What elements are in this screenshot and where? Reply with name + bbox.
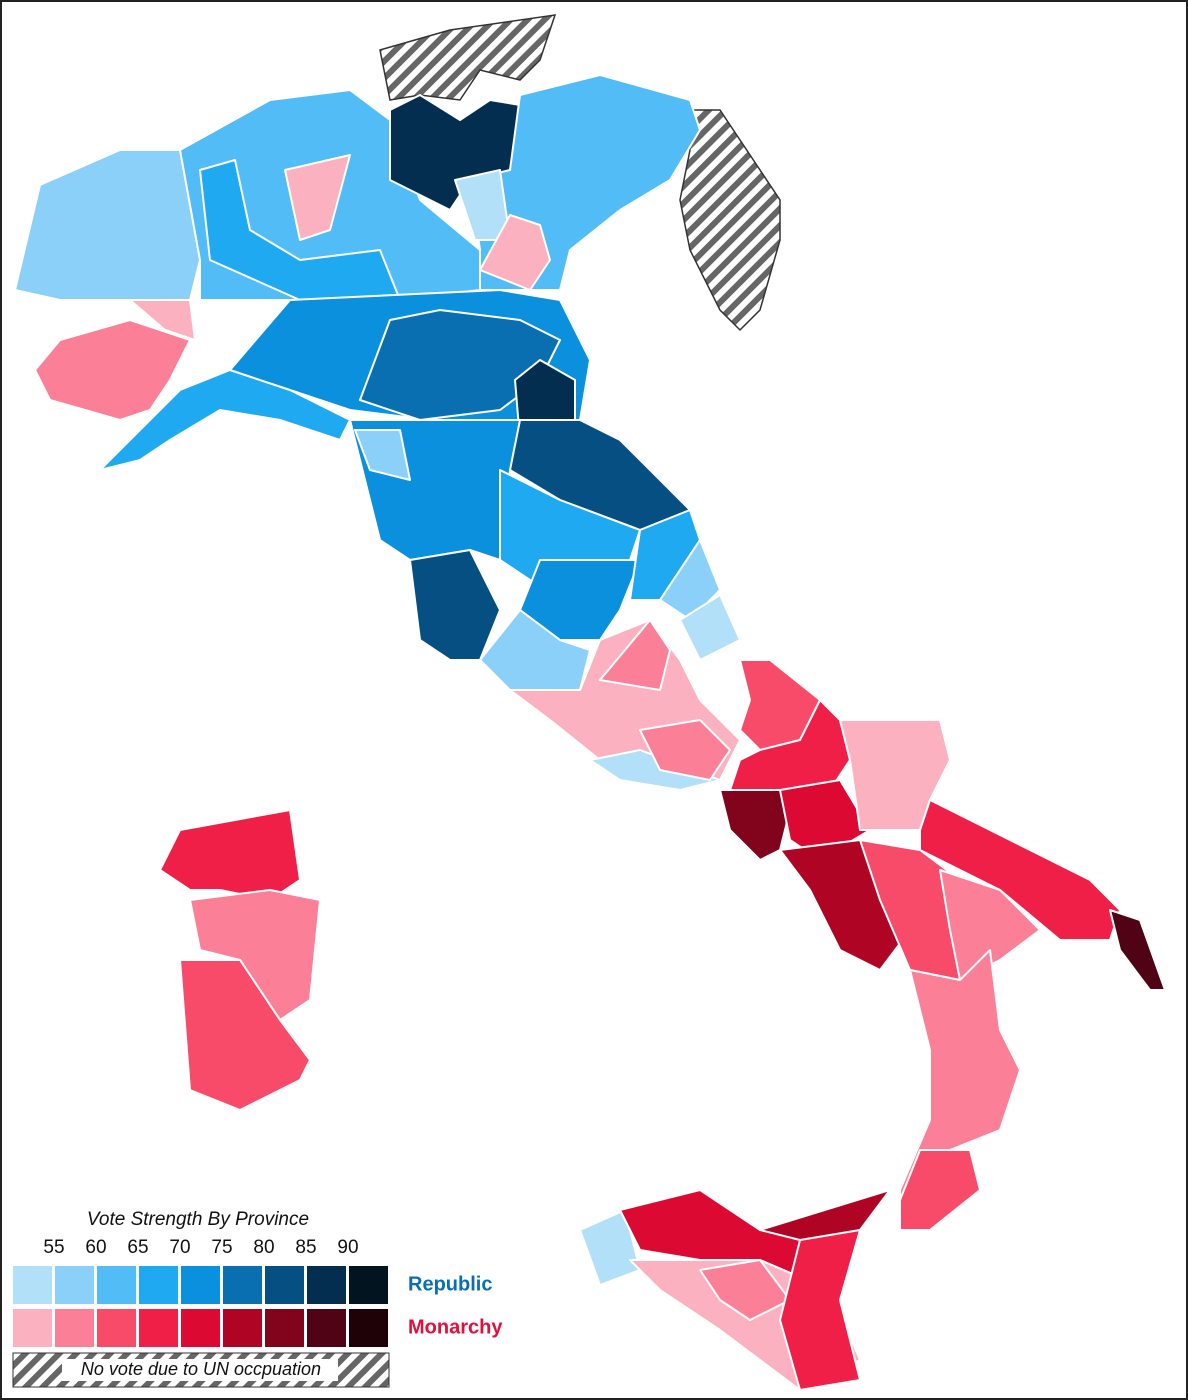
provinces [14,74,1166,1391]
occupied-zone [379,14,781,332]
legend-swatch [307,1266,346,1304]
legend-swatch [223,1266,262,1304]
legend-swatch [223,1309,262,1347]
legend: 55 60 65 70 75 80 85 90 Republic Monarchy No vote … [12,1237,503,1388]
legend-title: Vote Strength By Province [87,1209,309,1230]
legend-tick-label: 80 [253,1237,274,1258]
legend-swatch [181,1309,220,1347]
legend-tick-label: 90 [337,1237,358,1258]
no-vote-label-bg [62,1359,338,1381]
legend-swatch [97,1266,136,1304]
legend-row-label: Republic [408,1273,492,1295]
legend-swatch [97,1309,136,1347]
legend-swatch [139,1266,178,1304]
legend-swatch [307,1309,346,1347]
legend-swatch [265,1266,304,1304]
legend-tick-label: 75 [211,1237,232,1258]
no-vote-label: No vote due to UN occpuation [81,1359,321,1379]
legend-tick-label: 70 [169,1237,190,1258]
legend-swatch [55,1309,94,1347]
legend-swatch [13,1309,52,1347]
legend-swatch [265,1309,304,1347]
legend-swatch [55,1266,94,1304]
legend-swatch [139,1309,178,1347]
legend-tick-label: 60 [85,1237,106,1258]
legend-swatch [349,1266,388,1304]
legend-tick-label: 55 [43,1237,64,1258]
legend-swatch [13,1266,52,1304]
legend-tick-label: 65 [127,1237,148,1258]
legend-swatch [349,1309,388,1347]
legend-row-label: Monarchy [408,1316,503,1338]
legend-swatch [181,1266,220,1304]
legend-tick-label: 85 [295,1237,316,1258]
